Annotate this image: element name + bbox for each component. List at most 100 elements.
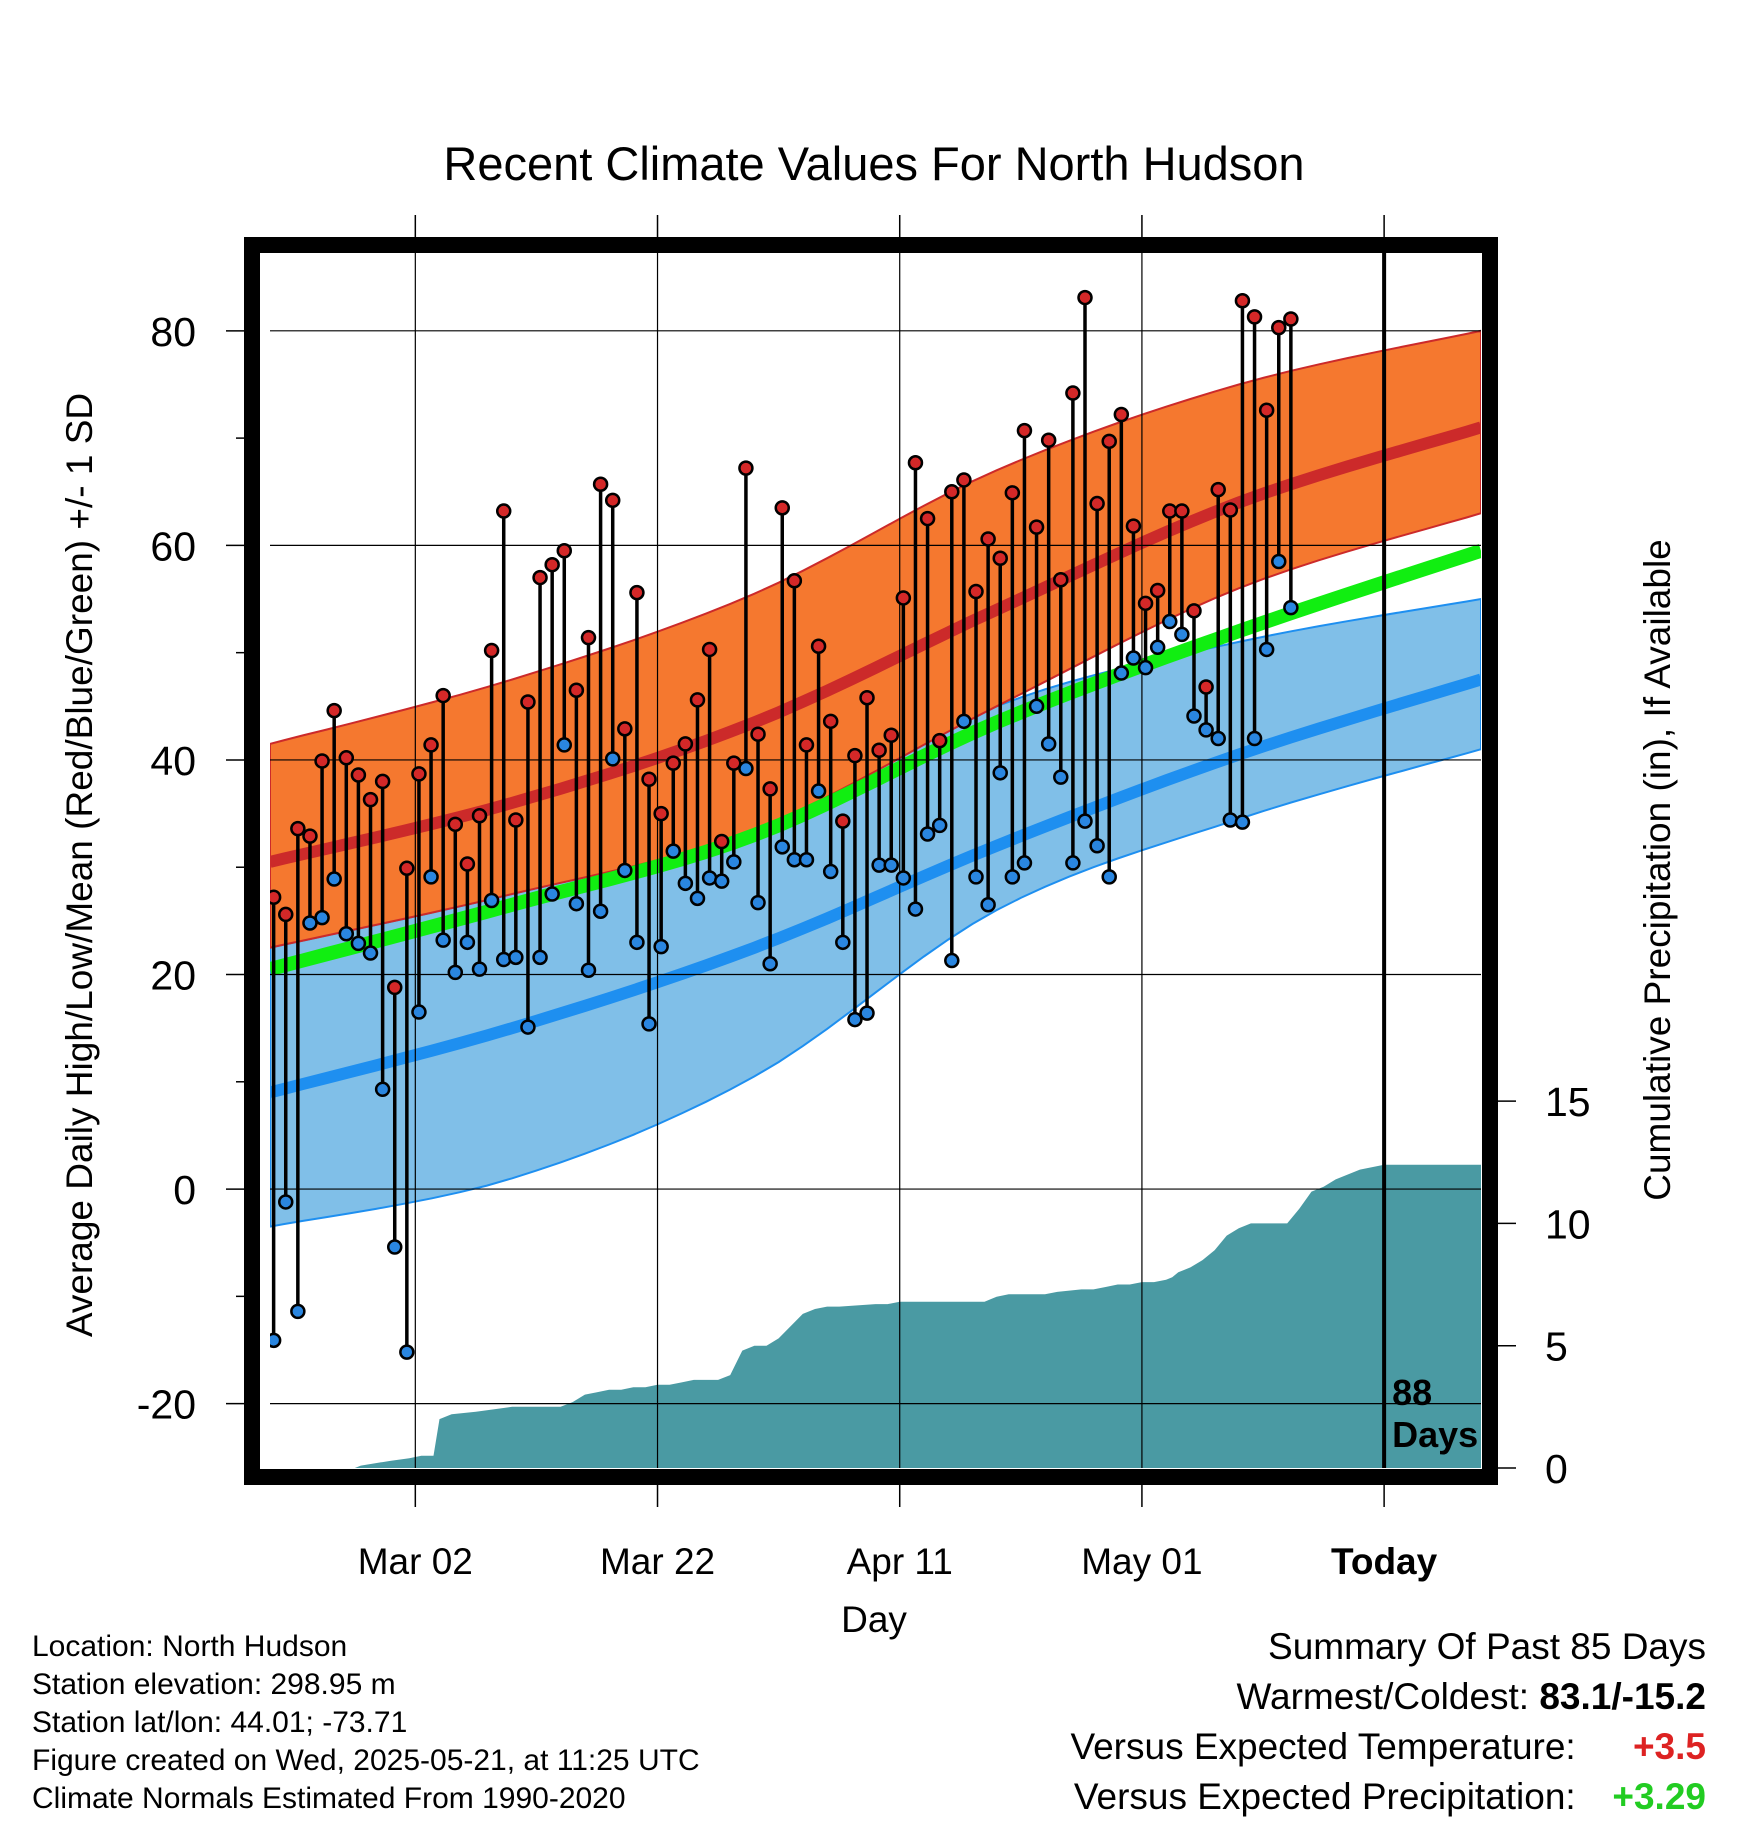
- daily-high-point: [592, 476, 609, 492]
- y-tick-label: 20: [150, 953, 196, 999]
- y-tick-label: 40: [150, 738, 196, 784]
- daily-high-point: [1234, 293, 1251, 309]
- daily-low-point: [544, 886, 560, 902]
- daily-low-point: [1113, 665, 1130, 681]
- warmest-coldest-row: Warmest/Coldest: 83.1/-15.2: [1070, 1672, 1706, 1722]
- daily-high-point: [871, 742, 887, 759]
- daily-high-point: [1149, 582, 1166, 599]
- daily-low-point: [1040, 736, 1057, 752]
- daily-low-point: [471, 961, 488, 977]
- daily-high-point: [617, 721, 633, 737]
- daily-low-point: [1258, 641, 1275, 658]
- daily-low-point: [290, 1303, 306, 1320]
- temp-departure-row: Versus Expected Temperature: +3.5: [1070, 1722, 1706, 1772]
- daily-low-point: [629, 934, 645, 951]
- daily-high-point: [326, 702, 342, 719]
- daily-high-point: [290, 820, 306, 837]
- daily-low-point: [810, 783, 827, 799]
- daily-low-point: [386, 1239, 403, 1255]
- daily-high-point: [1113, 406, 1130, 423]
- daily-low-point: [762, 956, 778, 972]
- daily-high-point: [1089, 495, 1105, 512]
- plot-frame: [244, 237, 1498, 1485]
- daily-low-point: [568, 895, 585, 912]
- station-info: Location: North Hudson Station elevation…: [32, 1628, 700, 1818]
- daily-high-point: [1101, 433, 1117, 450]
- precip-departure-row: Versus Expected Precipitation: +3.29: [1070, 1772, 1706, 1822]
- daily-low-point: [1222, 812, 1239, 828]
- x-tick-label: Today: [1331, 1541, 1438, 1582]
- daily-high-point: [883, 727, 899, 744]
- daily-low-point: [1174, 626, 1190, 643]
- x-tick-label: Mar 02: [358, 1541, 473, 1582]
- daily-high-point: [1053, 571, 1069, 588]
- daily-high-point: [1028, 519, 1045, 535]
- daily-low-point: [326, 871, 342, 887]
- precip-departure-value: +3.29: [1612, 1776, 1706, 1817]
- low-temp-normal-line: [270, 673, 1481, 1099]
- y-tick-label: 60: [150, 523, 196, 569]
- daily-low-point: [907, 901, 924, 917]
- daily-low-point: [1004, 869, 1021, 885]
- daily-high-point: [798, 737, 815, 753]
- daily-low-point: [641, 1016, 657, 1032]
- daily-low-point: [556, 737, 573, 753]
- daily-high-point: [641, 771, 657, 788]
- daily-low-point: [277, 1194, 294, 1210]
- daily-high-point: [786, 573, 803, 589]
- daily-high-point: [277, 906, 294, 923]
- daily-high-point: [750, 726, 766, 742]
- chart-title: Recent Climate Values For North Hudson: [443, 137, 1304, 190]
- created-text: Figure created on Wed, 2025-05-21, at 11…: [32, 1744, 700, 1777]
- daily-high-point: [314, 753, 330, 769]
- daily-high-point: [495, 503, 512, 519]
- daily-high-point: [556, 543, 573, 559]
- daily-high-point: [956, 472, 972, 488]
- daily-low-point: [1089, 838, 1105, 854]
- daily-low-point: [1198, 722, 1214, 738]
- daily-high-point: [810, 638, 827, 654]
- daily-high-point: [1077, 289, 1093, 306]
- daily-low-point: [919, 826, 936, 842]
- daily-high-point: [483, 642, 500, 659]
- daily-high-point: [568, 682, 585, 698]
- cumulative-precip-area: [270, 1164, 1481, 1468]
- daily-high-point: [1040, 432, 1057, 449]
- daily-low-point: [399, 1344, 415, 1360]
- daily-high-point: [374, 773, 391, 790]
- daily-low-point: [1125, 650, 1142, 666]
- summary-panel: Summary Of Past 85 Days Warmest/Coldest:…: [1070, 1622, 1706, 1822]
- daily-low-point: [1077, 813, 1093, 829]
- daily-high-point: [713, 833, 730, 850]
- latlon-text: Station lat/lon: 44.01; -73.71: [32, 1706, 408, 1739]
- daily-high-point: [1137, 595, 1154, 612]
- daily-high-point: [1246, 309, 1263, 325]
- daily-low-point: [1065, 855, 1081, 871]
- daily-high-point: [508, 812, 524, 828]
- y-tick-label: -20: [137, 1382, 196, 1428]
- daily-high-point: [919, 510, 936, 527]
- warmest-coldest-value: 83.1/-15.2: [1539, 1676, 1706, 1717]
- daily-low-point: [774, 839, 791, 855]
- daily-low-point: [447, 964, 464, 981]
- daily-low-point: [653, 938, 669, 955]
- warmest-coldest-label: Warmest/Coldest:: [1236, 1676, 1530, 1717]
- daily-high-point: [726, 755, 742, 771]
- daily-high-point: [544, 556, 560, 573]
- daily-low-point: [338, 925, 355, 942]
- elevation-text: Station elevation: 298.95 m: [32, 1668, 396, 1701]
- daily-low-point: [508, 949, 524, 966]
- daily-low-point: [713, 873, 730, 889]
- daily-low-point: [968, 869, 984, 885]
- daily-low-point: [1210, 730, 1226, 747]
- daily-high-point: [1271, 319, 1287, 336]
- daily-low-point: [1028, 698, 1045, 715]
- daily-high-point: [435, 687, 451, 704]
- daily-high-point: [447, 816, 464, 833]
- x-axis-label: Day: [841, 1599, 907, 1640]
- plot-inner: 88 Days: [270, 245, 1481, 1468]
- daily-high-point: [386, 979, 403, 996]
- plot-area: 88 Days -20 0 20 40 60 80 0 5 10 15 Mar 02 Mar 22 Apr …: [137, 215, 1591, 1582]
- daily-low-point: [1162, 613, 1178, 630]
- daily-low-point: [270, 1332, 282, 1349]
